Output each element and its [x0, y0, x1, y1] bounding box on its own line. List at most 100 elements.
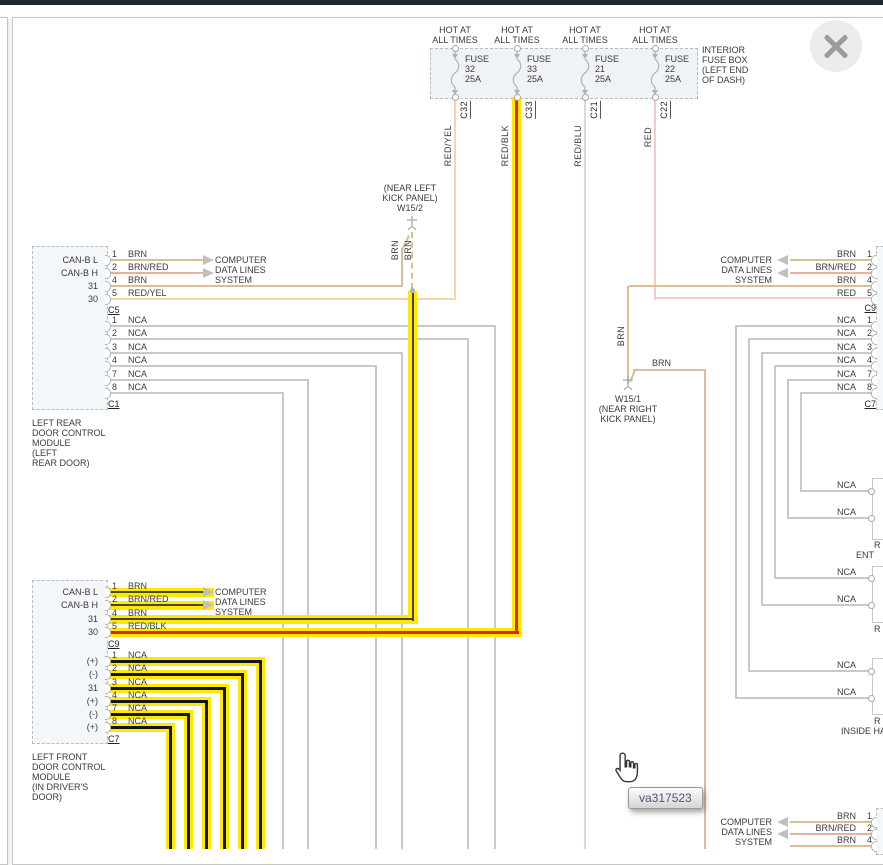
- wire-brn-dashed[interactable]: [411, 232, 413, 289]
- wire-nca-vertical[interactable]: [494, 325, 496, 849]
- wire-redyel[interactable]: [109, 298, 456, 300]
- wire-nca[interactable]: [109, 392, 284, 394]
- right-component-box[interactable]: [872, 566, 883, 623]
- wire-label-nca: NCA: [836, 315, 856, 325]
- fuse-symbol[interactable]: [509, 50, 525, 96]
- wire-brnred[interactable]: [109, 272, 203, 274]
- module-internal-label: (+): [86, 656, 98, 666]
- wire-nca[interactable]: [109, 365, 377, 367]
- wire-nca[interactable]: [109, 352, 403, 354]
- wire-label: BRN: [836, 275, 856, 285]
- left-front-door-module-box[interactable]: [32, 580, 108, 744]
- wire-label-nca: NCA: [128, 342, 148, 352]
- fuse-symbol[interactable]: [577, 50, 593, 96]
- wire-nca[interactable]: [761, 604, 872, 606]
- wire-brn-vertical[interactable]: [704, 369, 706, 849]
- wire-nca[interactable]: [776, 365, 872, 367]
- pin-number: 4: [112, 355, 118, 365]
- wire-label-redyel: RED/YEL: [443, 125, 453, 167]
- wire-core: [111, 726, 172, 729]
- splice-symbol-w15-2[interactable]: [405, 216, 419, 231]
- left-rear-module-caption: LEFT REAR DOOR CONTROL MODULE (LEFT REAR DO…: [32, 418, 106, 468]
- wire-nca[interactable]: [763, 352, 872, 354]
- wire-brn[interactable]: [109, 259, 203, 261]
- wire-nca-vertical[interactable]: [748, 338, 750, 672]
- wire-redyel-vertical[interactable]: [454, 99, 456, 299]
- wire-nca[interactable]: [109, 379, 309, 381]
- wire-nca-vertical[interactable]: [800, 392, 802, 492]
- wire-nca[interactable]: [750, 338, 872, 340]
- wire-brn[interactable]: [109, 285, 403, 287]
- wire-brn-horizontal[interactable]: [633, 369, 706, 371]
- connector-label-c1[interactable]: C1: [108, 399, 120, 409]
- pin-arc: [105, 709, 111, 720]
- pin-arc: [871, 388, 877, 399]
- wire-brn-vertical[interactable]: [401, 248, 403, 287]
- wire-nca[interactable]: [737, 325, 872, 327]
- pin-number: 7: [112, 703, 118, 713]
- destination-label: COMPUTER DATA LINES SYSTEM: [720, 817, 773, 847]
- wire-nca[interactable]: [774, 577, 872, 579]
- wire-label-nca: NCA: [128, 315, 148, 325]
- fuse-symbol[interactable]: [647, 50, 663, 96]
- wire-brn[interactable]: [790, 259, 872, 261]
- wire-nca[interactable]: [109, 338, 469, 340]
- wire-brnred[interactable]: [790, 833, 872, 835]
- wire-nca-vertical[interactable]: [307, 379, 309, 849]
- wire-red-horizontal[interactable]: [654, 297, 872, 299]
- connector-label-c32[interactable]: C32: [459, 101, 471, 119]
- fuse-symbol[interactable]: [447, 50, 463, 96]
- connector-label-c22[interactable]: C22: [659, 101, 671, 119]
- module-internal-label: CAN-B L: [62, 255, 98, 265]
- pin-number: 7: [112, 369, 118, 379]
- wire-brn[interactable]: [629, 285, 872, 287]
- wire-nca[interactable]: [802, 392, 872, 394]
- wire-nca-vertical[interactable]: [761, 352, 763, 606]
- wire-nca[interactable]: [735, 697, 872, 699]
- splice-symbol-w15-1[interactable]: [621, 376, 635, 391]
- hot-at-label: HOT AT ALL TIMES: [632, 25, 678, 45]
- connector-label-c33[interactable]: C33: [524, 101, 536, 119]
- wire-label: BRN: [836, 811, 856, 821]
- wire-nca-vertical[interactable]: [467, 338, 469, 849]
- wire-core: [205, 700, 208, 849]
- wire-nca[interactable]: [789, 379, 872, 381]
- right-component-box[interactable]: [872, 658, 883, 715]
- connector-dot: [452, 45, 459, 52]
- module-internal-label: 31: [87, 614, 98, 624]
- wire-red-vertical[interactable]: [654, 99, 656, 300]
- wire-label: BRN: [128, 581, 148, 591]
- wire-brn[interactable]: [790, 821, 872, 823]
- wire-brn[interactable]: [790, 845, 872, 847]
- connector-label-c7[interactable]: C7: [108, 734, 120, 744]
- wire-nca[interactable]: [787, 517, 872, 519]
- fuse-32-label: FUSE 32 25A: [465, 54, 490, 84]
- wire-nca-vertical[interactable]: [401, 352, 403, 849]
- bottom-right-module-box[interactable]: [876, 808, 883, 855]
- wire-nca-vertical[interactable]: [735, 325, 737, 699]
- wire-nca[interactable]: [109, 325, 496, 327]
- connector-label-c21[interactable]: C21: [589, 101, 601, 119]
- connector-label-c9[interactable]: C9: [108, 639, 120, 649]
- connector-label-c5[interactable]: C5: [108, 305, 120, 315]
- wire-label-nca: NCA: [836, 382, 856, 392]
- wire-redblu-vertical[interactable]: [584, 99, 586, 849]
- connector-label-c7[interactable]: C7: [864, 399, 876, 409]
- close-button[interactable]: [810, 20, 862, 72]
- wire-nca-vertical[interactable]: [787, 379, 789, 519]
- pin-arc: [105, 348, 111, 359]
- wire-nca[interactable]: [748, 670, 872, 672]
- wire-brn-vertical[interactable]: [627, 286, 629, 384]
- connector-label-c9[interactable]: C9: [864, 303, 876, 313]
- wire-brnred[interactable]: [790, 272, 872, 274]
- wire-nca-vertical[interactable]: [774, 365, 776, 579]
- wire-nca-vertical[interactable]: [375, 365, 377, 849]
- wire-nca[interactable]: [800, 490, 872, 492]
- right-door-module-box[interactable]: [876, 246, 883, 410]
- right-box3-label-fragment: INSIDE HAN: [841, 726, 883, 736]
- right-component-box[interactable]: [872, 478, 883, 540]
- wire-label-brn: BRN: [652, 358, 672, 368]
- connector-dot: [868, 515, 875, 522]
- module-internal-label: 31: [87, 281, 98, 291]
- wire-core: [259, 660, 262, 849]
